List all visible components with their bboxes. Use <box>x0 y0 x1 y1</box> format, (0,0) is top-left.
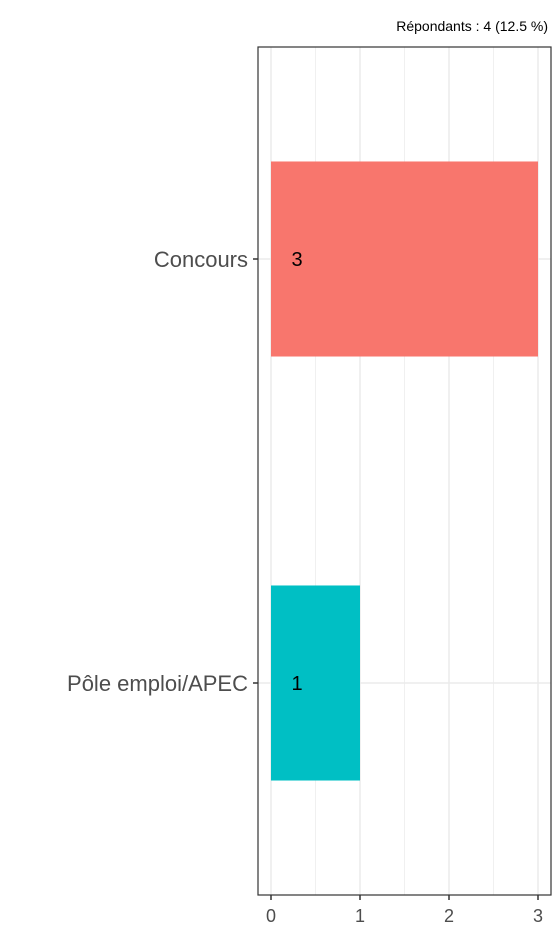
bar-value-label: 1 <box>291 673 302 695</box>
category-label: Pôle emploi/APEC <box>67 671 248 696</box>
x-tick-label: 3 <box>533 906 543 926</box>
x-tick-label: 0 <box>266 906 276 926</box>
bar-labels: 31 <box>291 249 302 695</box>
bar <box>271 585 360 781</box>
panel-border <box>257 46 552 896</box>
bars <box>271 161 538 781</box>
bar-value-label: 3 <box>291 249 302 271</box>
category-label: Concours <box>154 247 248 272</box>
y-axis: Concours Pôle emploi/APEC <box>67 247 258 696</box>
x-axis: 0 1 2 3 <box>266 895 543 926</box>
chart-subtitle: Répondants : 4 (12.5 %) <box>396 18 548 34</box>
x-tick-label: 2 <box>444 906 454 926</box>
x-tick-label: 1 <box>355 906 365 926</box>
bar <box>271 161 538 357</box>
